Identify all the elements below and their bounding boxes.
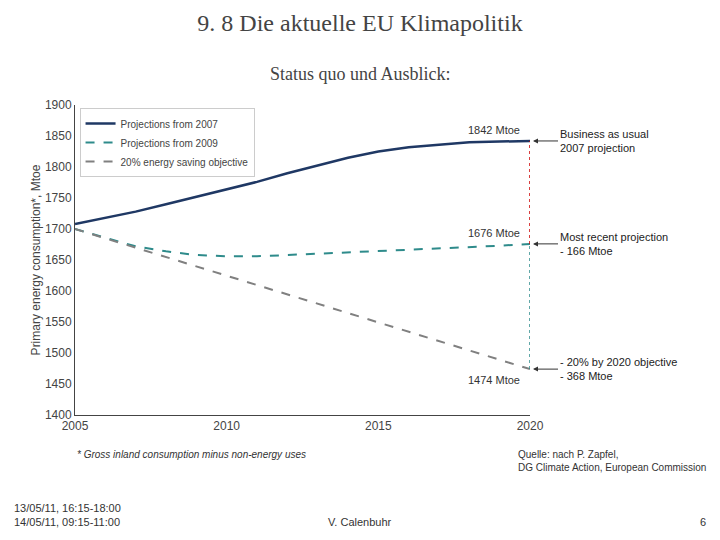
svg-text:- 20% by 2020 objective- 368 M: - 20% by 2020 objective- 368 Mtoe bbox=[560, 356, 677, 382]
svg-text:2015: 2015 bbox=[365, 419, 392, 433]
svg-text:V. Calenbuhr: V. Calenbuhr bbox=[328, 516, 392, 528]
svg-text:Primary energy consumption*, M: Primary energy consumption*, Mtoe bbox=[29, 164, 43, 355]
svg-text:2010: 2010 bbox=[213, 419, 240, 433]
svg-text:Business as usual2007 projecti: Business as usual2007 projection bbox=[560, 128, 649, 154]
svg-text:Status quo und Ausblick:: Status quo und Ausblick: bbox=[270, 64, 451, 84]
svg-text:Most recent projection- 166 Mt: Most recent projection- 166 Mtoe bbox=[560, 231, 668, 257]
svg-text:Quelle: nach P. Zapfel,DG Clim: Quelle: nach P. Zapfel,DG Climate Action… bbox=[518, 449, 706, 473]
svg-text:1400: 1400 bbox=[45, 408, 72, 422]
svg-text:20% energy saving objective: 20% energy saving objective bbox=[121, 157, 249, 168]
svg-text:1700: 1700 bbox=[45, 222, 72, 236]
svg-text:1550: 1550 bbox=[45, 315, 72, 329]
svg-text:1800: 1800 bbox=[45, 160, 72, 174]
svg-text:* Gross inland consumption min: * Gross inland consumption minus non-ene… bbox=[77, 449, 306, 460]
svg-text:1474 Mtoe: 1474 Mtoe bbox=[468, 374, 520, 386]
svg-text:Projections from 2007: Projections from 2007 bbox=[121, 119, 219, 130]
svg-text:1600: 1600 bbox=[45, 284, 72, 298]
svg-text:1676 Mtoe: 1676 Mtoe bbox=[468, 227, 520, 239]
svg-text:1450: 1450 bbox=[45, 377, 72, 391]
svg-text:13/05/11, 16:15-18:0014/05/11,: 13/05/11, 16:15-18:0014/05/11, 09:15-11:… bbox=[14, 502, 121, 528]
svg-text:2005: 2005 bbox=[62, 419, 89, 433]
svg-text:1842 Mtoe: 1842 Mtoe bbox=[468, 124, 520, 136]
svg-text:2020: 2020 bbox=[517, 419, 544, 433]
svg-text:6: 6 bbox=[700, 516, 706, 528]
svg-text:Projections from 2009: Projections from 2009 bbox=[121, 138, 219, 149]
svg-text:1500: 1500 bbox=[45, 346, 72, 360]
svg-text:1850: 1850 bbox=[45, 129, 72, 143]
svg-text:1900: 1900 bbox=[45, 98, 72, 112]
svg-text:1750: 1750 bbox=[45, 191, 72, 205]
svg-text:1650: 1650 bbox=[45, 253, 72, 267]
svg-text:9. 8 Die aktuelle EU Klimapoli: 9. 8 Die aktuelle EU Klimapolitik bbox=[197, 10, 522, 36]
